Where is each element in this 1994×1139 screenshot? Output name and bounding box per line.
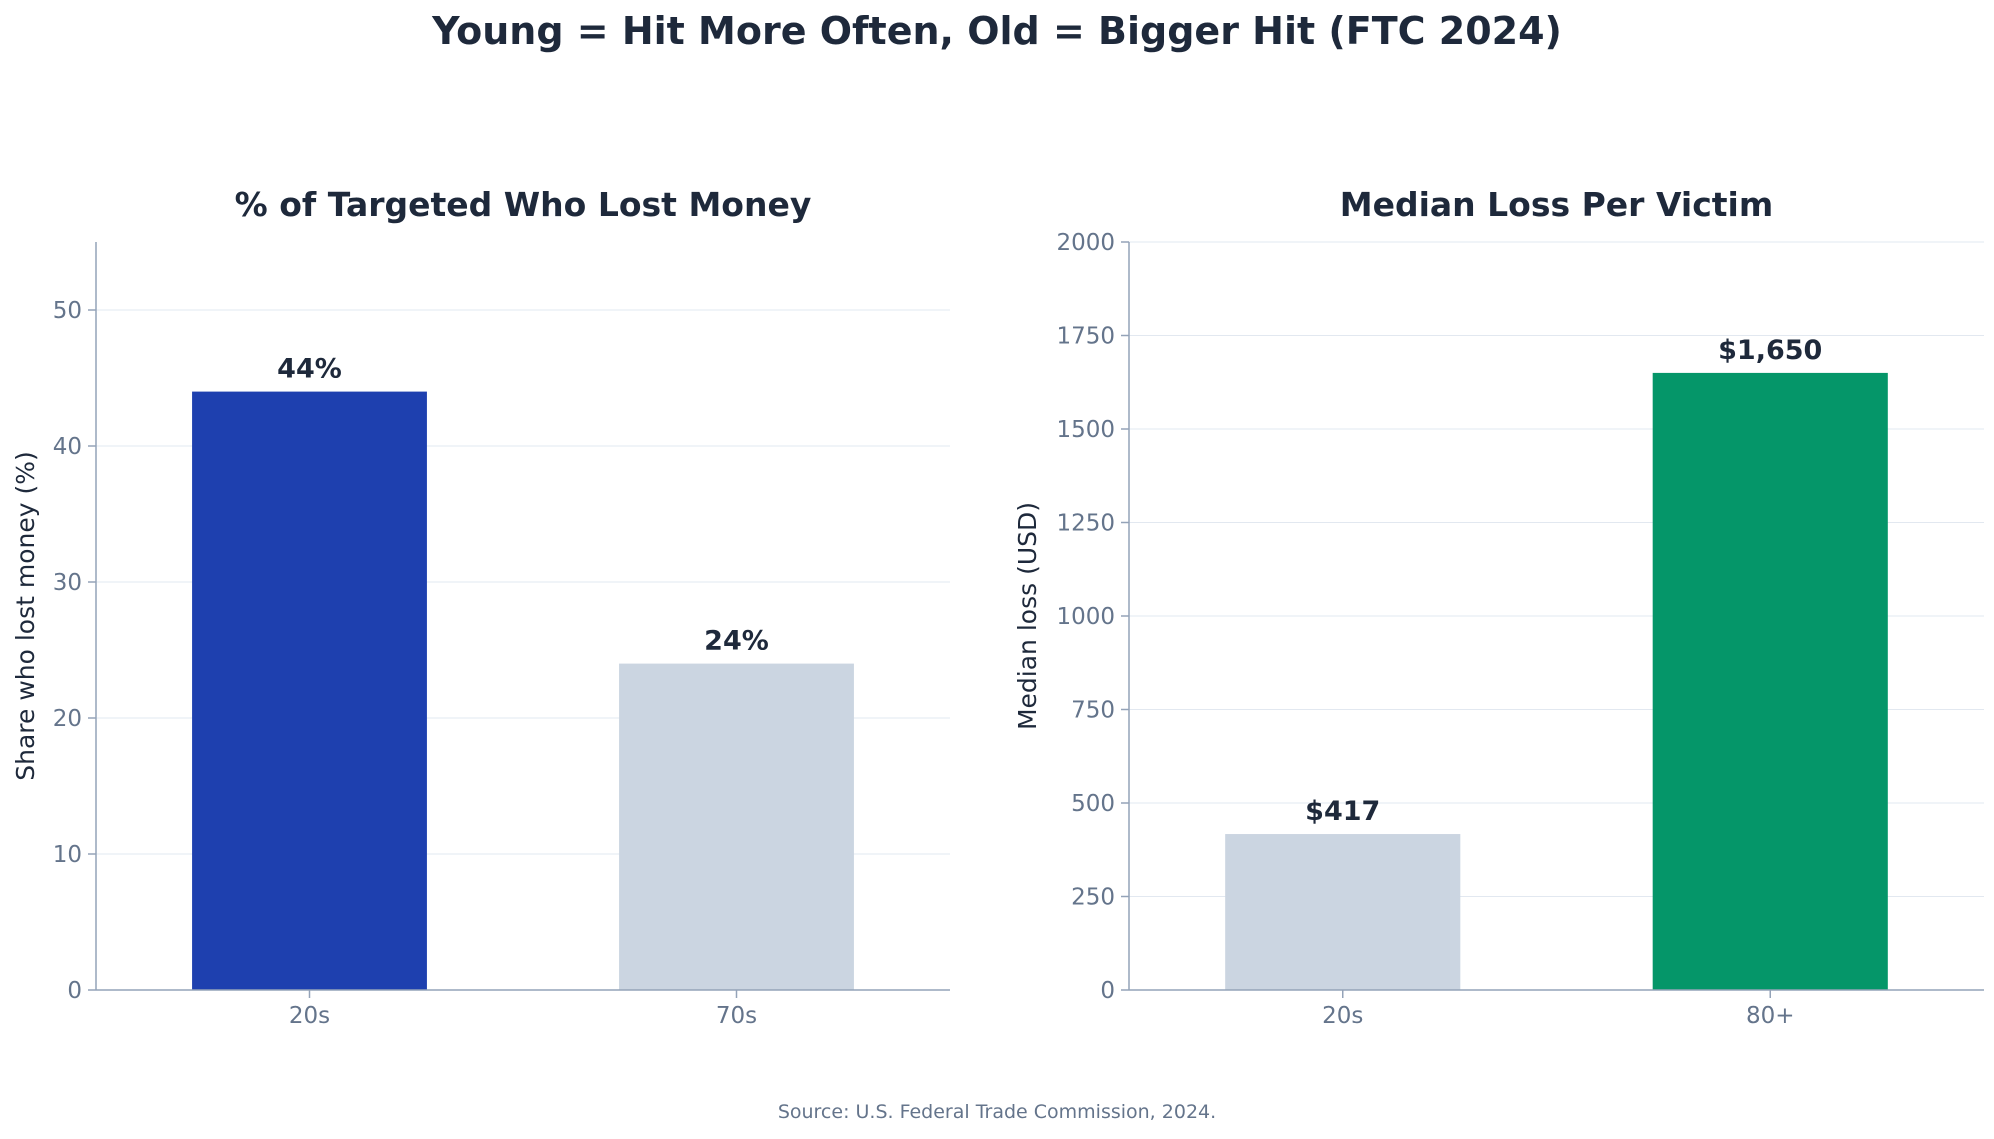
source-note: Source: U.S. Federal Trade Commission, 2… [778,1101,1216,1123]
panel-title: Median Loss Per Victim [1340,185,1774,224]
bar-80 [1652,372,1888,990]
y-tick-label: 1750 [1056,324,1115,350]
data-label: 44% [277,354,342,385]
y-tick-label: 50 [53,298,82,324]
y-tick-label: 1250 [1056,511,1115,537]
y-tick-label: 30 [53,570,82,596]
y-tick-label: 1000 [1056,604,1115,630]
y-tick-label: 2000 [1056,230,1115,256]
bar-20s [1225,834,1461,990]
y-axis-label: Share who lost money (%) [11,451,40,781]
y-axis-label: Median loss (USD) [1013,502,1042,730]
chart-panel-loss-share: 44% 20s 24% 70s 0 10 20 30 40 50 % of Targeted Who… [11,185,950,1029]
y-tick-label: 40 [53,434,82,460]
data-label: $1,650 [1718,335,1822,366]
x-tick-label: 80+ [1746,1003,1795,1029]
figure-title: Young = Hit More Often, Old = Bigger Hit… [431,9,1562,53]
y-tick-label: 1500 [1056,417,1115,443]
panel-title: % of Targeted Who Lost Money [235,185,812,224]
y-tick-label: 0 [1100,978,1115,1004]
x-tick-label: 20s [1322,1003,1363,1029]
bar-70s [619,663,854,990]
data-label: 24% [704,626,769,657]
x-tick-label: 70s [716,1003,757,1029]
y-tick-label: 0 [67,978,82,1004]
bar-20s [192,391,427,991]
y-tick-label: 500 [1071,791,1115,817]
y-tick-label: 20 [53,706,82,732]
data-label: $417 [1305,796,1380,827]
chart-panel-median-loss: $417 20s $1,650 80+ 0 250 500 750 1000 1250 1500 17… [1013,185,1984,1029]
y-tick-label: 10 [53,842,82,868]
x-tick-label: 20s [289,1003,330,1029]
y-tick-label: 250 [1071,885,1115,911]
y-tick-label: 750 [1071,698,1115,724]
